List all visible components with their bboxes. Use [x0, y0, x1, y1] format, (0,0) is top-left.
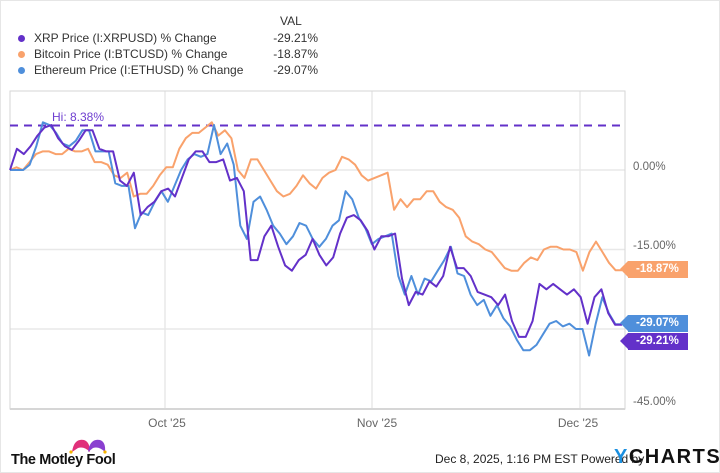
- ycharts-y: Y: [614, 446, 629, 468]
- legend-item-eth: Ethereum Price (I:ETHUSD) % Change -29.0…: [18, 63, 318, 79]
- x-tick-dec: Dec '25: [557, 416, 599, 430]
- x-tick-oct: Oct '25: [148, 416, 186, 430]
- legend-item-xrp: XRP Price (I:XRPUSD) % Change -29.21%: [18, 31, 318, 47]
- eth-end-tag: -29.07%: [620, 315, 688, 332]
- legend-value: -29.07%: [273, 63, 318, 77]
- legend-header: VAL: [280, 14, 302, 28]
- y-tick-45: -45.00%: [633, 396, 676, 408]
- eth-dot-icon: [18, 67, 25, 74]
- y-tick-0: 0.00%: [633, 161, 666, 173]
- motley-fool-logo: The Motley Fool: [11, 452, 116, 468]
- footer-timestamp: Dec 8, 2025, 1:16 PM EST Powered by: [435, 452, 645, 466]
- hi-label: Hi: 8.38%: [52, 110, 105, 124]
- xrp-line: [9, 124, 622, 338]
- legend-name: Bitcoin Price (I:BTCUSD) % Change: [34, 47, 228, 61]
- eth-line: [10, 121, 622, 357]
- xrp-end-tag: -29.21%: [620, 333, 688, 350]
- y-tick-15: -15.00%: [633, 240, 676, 252]
- btc-end-tag: -18.87%: [620, 261, 688, 278]
- legend-item-btc: Bitcoin Price (I:BTCUSD) % Change -18.87…: [18, 47, 318, 63]
- x-tick-nov: Nov '25: [356, 416, 398, 430]
- legend-name: XRP Price (I:XRPUSD) % Change: [34, 31, 217, 45]
- legend-name: Ethereum Price (I:ETHUSD) % Change: [34, 63, 244, 77]
- ycharts-logo: YCHARTS: [614, 446, 720, 469]
- xrp-dot-icon: [18, 35, 25, 42]
- legend-value: -18.87%: [273, 47, 318, 61]
- btc-dot-icon: [18, 51, 25, 58]
- ycharts-text: CHARTS: [628, 446, 720, 468]
- legend-value: -29.21%: [273, 31, 318, 45]
